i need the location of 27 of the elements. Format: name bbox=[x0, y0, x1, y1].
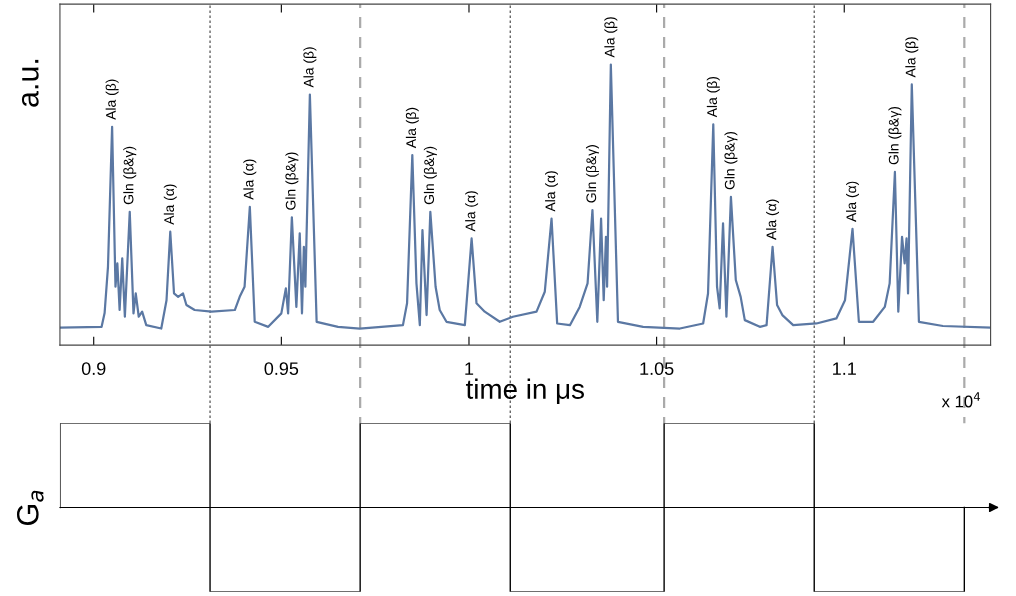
annotation: Ala (α) bbox=[545, 171, 559, 212]
x-tick-label: 0.9 bbox=[81, 362, 106, 376]
annotation: Gln (β&γ) bbox=[285, 152, 299, 210]
annotation: Ala (α) bbox=[766, 199, 780, 240]
annotation: Ala (β) bbox=[604, 17, 618, 58]
annotation: Ala (α) bbox=[163, 184, 177, 225]
y-axis-title: G$_{a}$ bbox=[16, 490, 44, 526]
annotation: Ala (β) bbox=[105, 79, 119, 120]
annotation: Ala (β) bbox=[905, 37, 919, 78]
x-axis-title: time in μs bbox=[465, 378, 584, 405]
text: x 10$^{4}$ bbox=[941, 392, 981, 408]
annotation: Ala (α) bbox=[846, 181, 859, 222]
x-tick-label: 1.05 bbox=[640, 362, 674, 376]
annotation: Gln (β&γ) bbox=[888, 106, 902, 165]
annotation: Ala (α) bbox=[465, 191, 479, 232]
x-tick-label: 0.95 bbox=[264, 362, 299, 376]
annotation: Gln (β&γ) bbox=[123, 146, 137, 205]
annotation: Ala (α) bbox=[243, 159, 257, 200]
annotation: Ala (β) bbox=[405, 107, 419, 149]
annotation: Ala (β) bbox=[303, 47, 317, 88]
annotation: Gln (β&γ) bbox=[724, 131, 738, 190]
annotation: Ala (β) bbox=[706, 77, 720, 118]
y-axis-title: a.u. bbox=[21, 59, 39, 107]
annotation: Gln (β&γ) bbox=[585, 145, 599, 203]
annotation: Gln (β&γ) bbox=[423, 146, 437, 205]
x-tick-label: 1 bbox=[465, 362, 474, 375]
x-tick-label: 1.1 bbox=[833, 362, 856, 375]
